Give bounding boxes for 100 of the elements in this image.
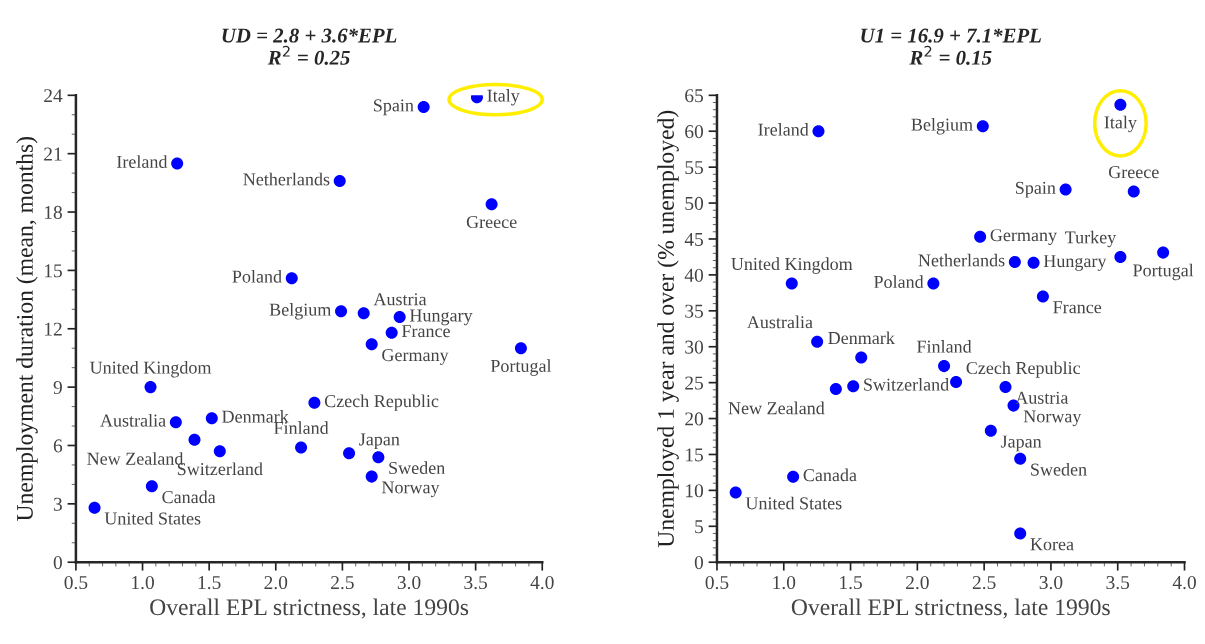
y-tick-label: 30 [685, 340, 704, 354]
chart-subtitle: R$^{2}$ = 0.25 [267, 45, 350, 65]
x-tick-label: 1.5 [198, 576, 221, 590]
point [171, 157, 184, 170]
point [285, 272, 298, 285]
point [1027, 256, 1040, 269]
annotation: Spain [374, 99, 414, 116]
annotation: Greece [466, 215, 517, 229]
point [974, 230, 987, 243]
point [785, 277, 798, 290]
x-tick-label: 1.5 [840, 576, 862, 590]
annotation: Portugal [1133, 263, 1194, 281]
annotation: Finland [917, 340, 972, 353]
point [1036, 290, 1049, 303]
point [169, 416, 182, 429]
point [372, 451, 385, 464]
annotation: Greece [1108, 166, 1159, 179]
annotation: Belgium [911, 117, 973, 135]
annotation: Spain [1015, 181, 1056, 198]
annotation: Sweden [1031, 462, 1087, 476]
annotation: Austria [373, 293, 427, 306]
point [811, 335, 824, 348]
y-tick-label: 0 [694, 556, 704, 570]
x-tick-label: 2.5 [331, 576, 354, 590]
point [485, 198, 498, 211]
y-tick-label: 12 [44, 322, 62, 336]
point [1157, 246, 1170, 259]
annotation: Hungary [409, 309, 473, 326]
x-tick-label: 0.5 [705, 575, 729, 590]
y-tick-label: 55 [685, 161, 704, 175]
annotation: Italy [487, 89, 520, 106]
y-tick-label: 25 [685, 376, 704, 390]
y-tick-label: 45 [684, 232, 704, 246]
x-tick-label: 3.0 [1039, 575, 1063, 590]
y-tick-label: 3 [53, 497, 62, 511]
point [1008, 255, 1021, 268]
annotation: France [1053, 301, 1102, 314]
point [847, 380, 860, 393]
point [812, 125, 825, 138]
point [514, 342, 527, 355]
x-tick-label: 2.5 [972, 576, 996, 590]
annotation: France [401, 325, 450, 338]
annotation: Norway [381, 481, 440, 498]
point [829, 383, 842, 396]
point [365, 338, 378, 351]
chart-title: U1 = 16.9 + 7.1*EPL [861, 28, 1041, 43]
annotation: United Kingdom [731, 257, 853, 274]
annotation: Denmark [222, 410, 289, 423]
point [417, 100, 430, 113]
point [787, 470, 800, 483]
point [333, 174, 346, 187]
annotation: New Zealand [728, 401, 825, 415]
x-axis-title: Overall EPL strictness, late 1990s [791, 598, 1110, 619]
x-tick-label: 3.5 [1106, 576, 1130, 590]
annotation: Australia [746, 315, 813, 329]
y-tick-label: 5 [695, 520, 704, 534]
point [927, 277, 940, 290]
x-axis-title: Overall EPL strictness, late 1990s [150, 598, 469, 619]
chart-subtitle: R$^{2}$ = 0.15 [909, 45, 992, 65]
y-tick-label: 24 [44, 89, 63, 103]
x-tick-label: 4.0 [1172, 575, 1196, 590]
point [88, 501, 101, 514]
annotation: Australia [100, 413, 166, 427]
annotation: Poland [232, 269, 282, 283]
y-tick-label: 20 [685, 412, 704, 426]
x-tick-label: 2.0 [264, 575, 288, 590]
point [1114, 250, 1127, 263]
annotation: Poland [874, 275, 924, 289]
y-tick-label: 9 [53, 380, 62, 395]
point [938, 360, 951, 373]
point [1014, 452, 1027, 465]
annotation: Ireland [758, 123, 809, 136]
y-tick-label: 18 [44, 205, 62, 219]
y-tick-label: 35 [685, 304, 704, 318]
x-tick-label: 3.0 [397, 575, 421, 590]
annotation: Ireland [116, 155, 168, 168]
point [295, 441, 308, 454]
point [855, 351, 868, 364]
y-tick-label: 65 [685, 89, 704, 103]
x-tick-label: 2.0 [906, 575, 929, 590]
point [999, 380, 1012, 393]
y-tick-label: 15 [686, 448, 704, 462]
point [984, 424, 997, 437]
annotation: Italy [1104, 115, 1137, 133]
point [188, 433, 201, 446]
annotation: Denmark [828, 331, 895, 345]
y-tick-label: 6 [53, 439, 63, 453]
annotation: Japan [1000, 435, 1042, 452]
point [950, 375, 963, 388]
point [357, 307, 370, 320]
y-tick-label: 60 [685, 125, 704, 139]
y-tick-label: 10 [686, 484, 704, 498]
annotation: Netherlands [243, 172, 330, 186]
point [729, 486, 742, 499]
x-tick-label: 3.5 [464, 576, 488, 590]
y-tick-label: 21 [44, 147, 62, 161]
annotation: Austria [1015, 391, 1069, 404]
annotation: Canada [162, 490, 216, 504]
point [335, 305, 348, 318]
point [365, 470, 378, 483]
